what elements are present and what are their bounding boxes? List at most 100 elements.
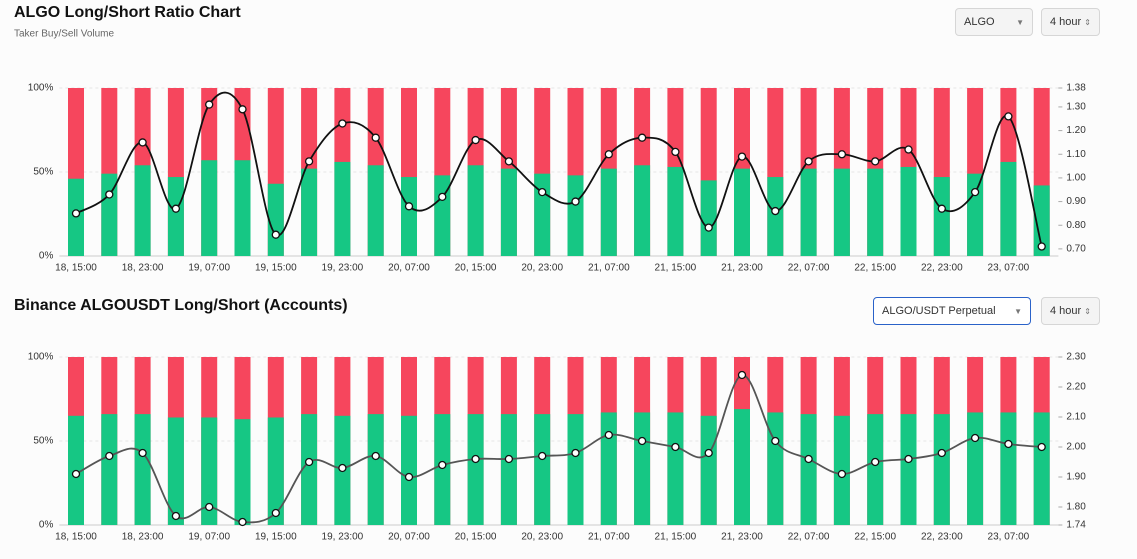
ratio-point — [138, 448, 147, 458]
dropdown[interactable]: 4 hour ⇕ — [1041, 297, 1100, 325]
ratio-point — [1004, 112, 1013, 121]
long-bar — [1033, 412, 1050, 525]
ratio-point — [171, 204, 181, 213]
x-tick-label: 21, 15:00 — [655, 532, 697, 543]
long-bar — [867, 168, 884, 256]
ratio-point — [205, 502, 214, 512]
long-bar — [634, 412, 651, 525]
long-bar — [301, 414, 318, 525]
long-bar — [700, 415, 717, 525]
ratio-point — [438, 192, 447, 201]
long-bar — [567, 414, 584, 525]
x-tick-label: 19, 07:00 — [188, 263, 230, 274]
ratio-point — [71, 209, 81, 218]
long-bar — [134, 414, 151, 525]
long-bar — [534, 173, 551, 256]
ratio-point — [837, 150, 847, 159]
long-bar — [500, 168, 517, 256]
long-bar — [167, 417, 184, 525]
x-tick-label: 22, 23:00 — [921, 532, 963, 543]
ratio-point — [737, 152, 747, 161]
dropdown-arrow: ▼ — [1016, 17, 1024, 27]
ratio-point — [138, 138, 147, 147]
long-bar — [267, 417, 284, 525]
y2-tick-label: 1.30 — [1066, 102, 1086, 113]
ratio-point — [737, 370, 747, 380]
long-bar — [101, 414, 118, 525]
x-tick-label: 21, 23:00 — [721, 263, 763, 274]
ratio-point — [504, 454, 514, 464]
y2-tick-label: 1.00 — [1066, 173, 1086, 184]
dropdown-label: 4 hour — [1050, 16, 1082, 28]
ratio-point — [1004, 439, 1013, 449]
long-bar — [500, 414, 517, 525]
x-tick-label: 19, 23:00 — [322, 532, 364, 543]
long-bar — [467, 165, 484, 256]
long-bar — [301, 168, 318, 256]
ratio-point — [238, 517, 247, 527]
ratio-point — [471, 135, 480, 145]
long-bar — [734, 409, 750, 525]
ratio-point — [671, 442, 680, 452]
x-tick-label: 20, 23:00 — [521, 263, 563, 274]
ratio-point — [937, 448, 946, 458]
ratio-point — [904, 454, 913, 464]
ratio-point — [871, 457, 880, 467]
y2-tick-label: 0.70 — [1066, 244, 1086, 255]
long-bar — [967, 173, 984, 256]
ratio-point — [871, 157, 880, 166]
y2-tick-label: 1.10 — [1066, 149, 1086, 160]
x-tick-label: 20, 07:00 — [388, 532, 430, 543]
long-bar — [234, 160, 251, 256]
ratio-point — [771, 206, 780, 216]
y2-tick-label: 0.80 — [1066, 220, 1086, 231]
ratio-point — [471, 454, 480, 464]
long-bar — [267, 183, 284, 256]
long-bar — [1000, 412, 1017, 525]
x-tick-label: 22, 23:00 — [921, 263, 963, 274]
ratio-point — [371, 451, 380, 461]
ratio-point — [804, 454, 813, 464]
ratio-point — [504, 157, 514, 166]
long-bar — [434, 414, 451, 525]
ratio-point — [438, 460, 447, 470]
long-bar — [201, 417, 218, 525]
ratio-point — [538, 187, 547, 197]
ratio-point — [637, 436, 647, 446]
long-bar — [700, 180, 717, 256]
long-bar — [401, 177, 417, 256]
chart-title: Binance ALGOUSDT Long/Short (Accounts) — [14, 297, 348, 314]
ratio-point — [571, 448, 580, 458]
long-bar — [800, 414, 817, 525]
x-tick-label: 18, 23:00 — [122, 263, 164, 274]
ratio-point — [538, 451, 547, 461]
long-bar — [600, 168, 617, 256]
x-tick-label: 23, 07:00 — [988, 532, 1030, 543]
ratio-point — [571, 197, 580, 206]
dropdown[interactable]: ALGO ▼ — [955, 8, 1033, 36]
ratio-point — [105, 451, 114, 461]
long-bar — [667, 166, 684, 256]
ratio-point — [1037, 442, 1046, 452]
y2-tick-label: 1.20 — [1066, 125, 1086, 136]
dropdown-arrow: ▼ — [1014, 306, 1022, 316]
ratio-point — [970, 187, 980, 197]
dropdown[interactable]: 4 hour ⇕ — [1041, 8, 1100, 36]
ratio-point — [238, 105, 247, 114]
long-bar — [534, 414, 551, 525]
long-bar — [201, 160, 218, 256]
ratio-point — [271, 230, 280, 239]
long-bar — [167, 177, 184, 256]
x-tick-label: 21, 07:00 — [588, 263, 630, 274]
y2-tick-label: 1.74 — [1066, 520, 1086, 531]
y2-tick-label: 2.00 — [1066, 442, 1086, 453]
ratio-point — [404, 202, 414, 211]
ratio-point — [771, 436, 780, 446]
x-tick-label: 23, 07:00 — [988, 263, 1030, 274]
ratio-point — [904, 145, 913, 154]
dropdown[interactable]: ALGO/USDT Perpetual ▼ — [873, 297, 1031, 325]
x-tick-label: 18, 23:00 — [122, 532, 164, 543]
dropdown-arrow: ⇕ — [1084, 306, 1091, 316]
dropdown-arrow: ⇕ — [1084, 17, 1091, 27]
long-bar — [401, 415, 417, 525]
